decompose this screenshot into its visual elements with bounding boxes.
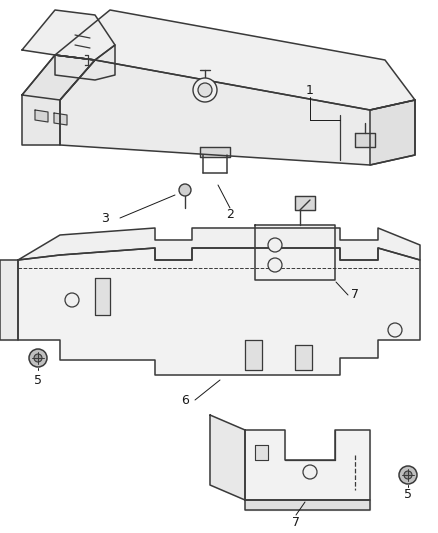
Text: 5: 5 bbox=[404, 489, 412, 502]
Circle shape bbox=[29, 349, 47, 367]
Polygon shape bbox=[18, 228, 420, 260]
Polygon shape bbox=[200, 147, 230, 157]
Circle shape bbox=[34, 354, 42, 362]
Polygon shape bbox=[210, 415, 245, 500]
Circle shape bbox=[303, 465, 317, 479]
Polygon shape bbox=[295, 345, 312, 370]
Text: 2: 2 bbox=[226, 208, 234, 222]
Polygon shape bbox=[60, 60, 415, 165]
Text: 3: 3 bbox=[101, 212, 109, 224]
Polygon shape bbox=[35, 110, 48, 122]
Circle shape bbox=[404, 471, 412, 479]
Polygon shape bbox=[54, 113, 67, 125]
Polygon shape bbox=[370, 100, 415, 165]
Circle shape bbox=[399, 466, 417, 484]
Polygon shape bbox=[245, 430, 370, 500]
Circle shape bbox=[193, 78, 217, 102]
Text: 7: 7 bbox=[292, 516, 300, 529]
Polygon shape bbox=[55, 45, 115, 80]
Text: 5: 5 bbox=[34, 374, 42, 386]
Circle shape bbox=[198, 83, 212, 97]
Polygon shape bbox=[22, 55, 95, 100]
Text: 1: 1 bbox=[306, 84, 314, 96]
Circle shape bbox=[179, 184, 191, 196]
Polygon shape bbox=[245, 500, 370, 510]
Polygon shape bbox=[245, 340, 262, 370]
Polygon shape bbox=[255, 225, 335, 280]
Text: 7: 7 bbox=[351, 288, 359, 302]
Polygon shape bbox=[255, 445, 268, 460]
Polygon shape bbox=[22, 10, 115, 60]
Polygon shape bbox=[355, 133, 375, 147]
Polygon shape bbox=[95, 278, 110, 315]
Circle shape bbox=[65, 293, 79, 307]
Circle shape bbox=[268, 238, 282, 252]
Polygon shape bbox=[55, 10, 415, 110]
Polygon shape bbox=[18, 248, 420, 375]
Circle shape bbox=[388, 323, 402, 337]
Polygon shape bbox=[295, 196, 315, 210]
Polygon shape bbox=[0, 260, 18, 340]
Polygon shape bbox=[22, 55, 95, 145]
Circle shape bbox=[268, 258, 282, 272]
Text: 6: 6 bbox=[181, 393, 189, 407]
